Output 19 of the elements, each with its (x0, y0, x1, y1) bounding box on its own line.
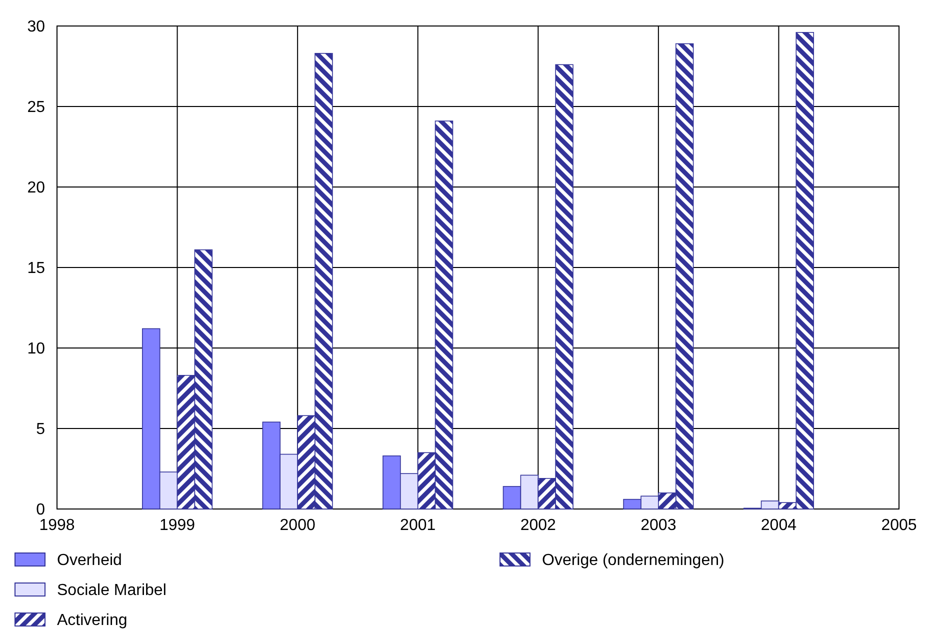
legend-label: Sociale Maribel (57, 582, 166, 599)
x-tick-label: 2005 (881, 517, 917, 534)
y-tick-label: 5 (36, 421, 46, 438)
legend-label: Activering (57, 612, 128, 629)
x-tick-label: 1999 (159, 517, 196, 534)
x-tick-label: 2003 (640, 517, 676, 534)
legend-label: Overige (ondernemingen) (542, 552, 724, 569)
x-tick-label: 2001 (400, 517, 436, 534)
y-tick-label: 25 (27, 99, 46, 116)
x-tick-label: 2000 (280, 517, 316, 534)
y-tick-label: 30 (27, 18, 46, 36)
y-tick-label: 15 (27, 260, 46, 278)
y-tick-label: 20 (27, 180, 46, 197)
x-tick-label: 1998 (39, 517, 75, 534)
legend-label: Overheid (57, 552, 122, 569)
y-tick-label: 0 (36, 502, 46, 519)
x-tick-label: 2002 (520, 517, 556, 534)
x-tick-label: 2004 (760, 517, 797, 534)
y-tick-label: 10 (27, 340, 46, 358)
